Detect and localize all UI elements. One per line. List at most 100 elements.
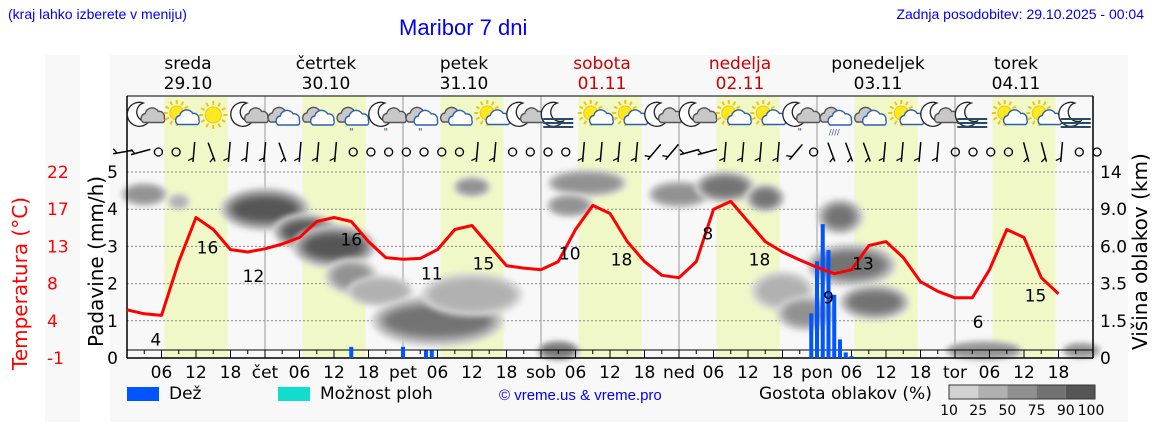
sun-ray <box>200 119 206 123</box>
copyright-link[interactable]: © vreme.us & vreme.pro <box>499 387 662 404</box>
wind-barb-icon <box>696 148 718 156</box>
day-date: 04.11 <box>992 74 1041 94</box>
sun-ray <box>617 101 622 106</box>
sun-ray <box>721 101 726 106</box>
temperature-tick-label: 4 <box>47 312 58 332</box>
cloudy-icon <box>301 106 335 126</box>
sun-ray <box>617 120 622 125</box>
wind-calm-icon <box>419 147 429 157</box>
barb-flag <box>112 148 118 154</box>
showers-swatch <box>278 387 310 401</box>
sun-ray <box>732 101 737 106</box>
barb-flag <box>786 155 793 158</box>
wind-calm-icon <box>950 147 960 157</box>
x-tick-label: 18 <box>220 363 242 383</box>
x-tick-label: 12 <box>1013 363 1035 383</box>
day-name: petek <box>440 54 488 74</box>
density-legend-tick: 100 <box>1078 403 1105 419</box>
precip-tick-label: 5 <box>107 163 118 183</box>
barb-flag <box>329 157 336 162</box>
rain-bar <box>843 352 848 358</box>
temperature-value-label: 16 <box>340 230 362 250</box>
wind-calm-icon <box>171 147 181 157</box>
day-name: nedelja <box>709 54 771 74</box>
moon-fog-icon <box>954 101 988 128</box>
x-tick-label: 12 <box>737 363 759 383</box>
barb-staff <box>935 141 940 163</box>
x-tick-label: 06 <box>289 363 311 383</box>
daylight-band <box>164 96 228 358</box>
cloud-shape <box>726 109 752 126</box>
barb-flag <box>488 157 495 162</box>
sun-disc <box>204 106 222 124</box>
precip-tick-label: 1 <box>107 312 118 332</box>
sun-cloud-icon <box>577 100 614 126</box>
rain-bar <box>826 250 831 358</box>
legend-showers-label: Možnost ploh <box>320 384 433 404</box>
wind-barb-icon <box>577 141 586 163</box>
moon-cloud-icon <box>126 101 166 127</box>
sun-ray <box>1042 101 1047 106</box>
x-tick-label: 18 <box>634 363 656 383</box>
barb-flag <box>294 157 300 162</box>
barb-flag <box>662 155 669 158</box>
legend-showers: Možnost ploh <box>278 384 433 404</box>
cloud-density-blob <box>428 278 516 311</box>
sun-ray <box>200 107 206 111</box>
temperature-value-label: 10 <box>559 245 581 265</box>
wind-barb-icon <box>595 141 603 163</box>
rain-bar <box>424 350 428 358</box>
barb-flag <box>280 157 285 163</box>
moon-shape <box>506 101 531 127</box>
moon-shape <box>1058 101 1083 127</box>
barb-flag <box>258 157 265 162</box>
cloudy-rain-icon <box>336 106 370 126</box>
wind-calm-icon <box>153 147 164 157</box>
temperature-value-label: 11 <box>421 265 443 285</box>
x-tick-label: pet <box>389 363 417 383</box>
legend-rain: Dež <box>127 384 201 404</box>
wind-barb-icon <box>630 141 639 163</box>
sun-ray <box>583 120 588 125</box>
wind-barb-icon <box>612 141 621 163</box>
barb-flag <box>577 157 584 162</box>
sun-ray <box>889 105 894 110</box>
wind-calm-icon <box>543 147 553 157</box>
cloud-density-blob <box>785 302 826 325</box>
temperature-tick-label: 8 <box>47 275 58 295</box>
x-tick-label: 12 <box>599 363 621 383</box>
barb-staff <box>298 141 302 163</box>
sun-ray <box>766 101 771 106</box>
wind-barb-icon <box>662 143 679 161</box>
x-tick-label: 18 <box>1048 363 1070 383</box>
barb-staff <box>844 142 854 162</box>
cloud-height-tick-label: 14 <box>1100 163 1122 183</box>
cloud-shape <box>140 107 166 124</box>
temperature-value-label: 6 <box>973 313 984 333</box>
day-name: sobota <box>573 54 631 74</box>
barb-staff <box>788 143 803 161</box>
moon-fog-icon <box>540 101 574 128</box>
moon-fog-icon <box>1058 101 1091 128</box>
barb-flag <box>130 149 136 155</box>
wind-barb-icon <box>736 141 745 163</box>
cloud-height-tick-label: 6.0 <box>1100 237 1127 257</box>
wind-barb-icon <box>786 143 803 161</box>
moon-shape <box>644 101 669 127</box>
cloud-shape <box>309 109 335 126</box>
sun-ray <box>755 101 760 106</box>
cloud-shape <box>344 109 370 126</box>
day-date: 02.11 <box>716 74 765 94</box>
sun-ray <box>992 116 998 121</box>
rain-bar <box>820 224 825 358</box>
page-title: Maribor 7 dni <box>399 15 528 40</box>
sun-ray <box>578 105 584 110</box>
sun-ray <box>1031 120 1036 125</box>
moon-shape <box>540 101 565 127</box>
cloud-density-blob <box>753 190 777 206</box>
cloudy-icon <box>439 106 473 126</box>
density-legend-segment <box>1036 385 1066 399</box>
moon-cloud-icon <box>678 101 718 127</box>
sun-ray <box>716 105 722 110</box>
density-legend-tick: 90 <box>1057 403 1075 419</box>
